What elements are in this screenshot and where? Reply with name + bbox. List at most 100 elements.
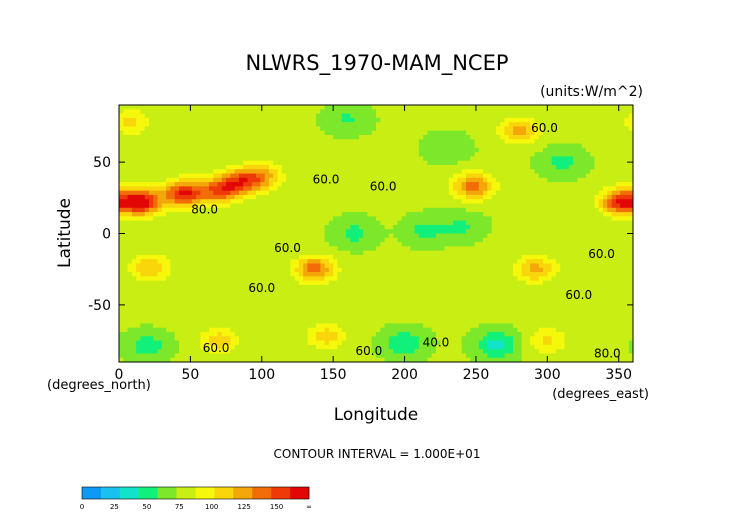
heatmap-cell xyxy=(178,203,184,209)
heatmap-cell xyxy=(144,164,150,170)
heatmap-cell xyxy=(136,164,142,170)
heatmap-cell xyxy=(410,246,416,252)
heatmap-cell xyxy=(148,276,154,282)
heatmap-cell xyxy=(363,250,369,256)
heatmap-cell xyxy=(410,156,416,162)
heatmap-cell xyxy=(470,276,476,282)
heatmap-cell xyxy=(294,169,300,175)
heatmap-cell xyxy=(333,109,339,115)
heatmap-cell xyxy=(178,254,184,260)
heatmap-cell xyxy=(513,143,518,149)
heatmap-cell xyxy=(388,212,394,217)
heatmap-cell xyxy=(521,220,527,226)
heatmap-cell xyxy=(628,147,633,153)
heatmap-cell xyxy=(131,143,137,149)
heatmap-cell xyxy=(127,122,133,128)
heatmap-cell xyxy=(457,117,463,123)
heatmap-cell xyxy=(465,143,471,149)
heatmap-cell xyxy=(358,237,364,243)
heatmap-cell xyxy=(247,109,253,115)
heatmap-cell xyxy=(508,250,514,256)
heatmap-cell xyxy=(547,267,553,273)
heatmap-cell xyxy=(174,267,180,273)
heatmap-cell xyxy=(298,254,304,260)
heatmap-cell xyxy=(367,280,373,286)
heatmap-cell xyxy=(140,126,146,132)
heatmap-cell xyxy=(346,276,351,282)
heatmap-cell xyxy=(508,160,514,166)
heatmap-cell xyxy=(530,276,536,282)
heatmap-cell xyxy=(538,109,544,115)
heatmap-cell xyxy=(560,207,566,213)
heatmap-cell xyxy=(247,203,253,209)
heatmap-cell xyxy=(221,190,227,196)
heatmap-cell xyxy=(414,122,420,128)
heatmap-cell xyxy=(380,194,386,200)
heatmap-cell xyxy=(525,242,531,247)
heatmap-cell xyxy=(551,233,557,239)
heatmap-cell xyxy=(461,147,467,153)
heatmap-cell xyxy=(346,122,351,128)
heatmap-cell xyxy=(435,229,441,235)
heatmap-cell xyxy=(577,263,583,269)
heatmap-cell xyxy=(238,109,244,115)
heatmap-cell xyxy=(127,242,133,247)
heatmap-cell xyxy=(178,160,184,166)
heatmap-cell xyxy=(573,182,578,187)
heatmap-cell xyxy=(320,229,326,235)
heatmap-cell xyxy=(457,156,463,162)
heatmap-cell xyxy=(213,212,219,217)
heatmap-cell xyxy=(196,105,201,110)
heatmap-cell xyxy=(328,199,334,205)
heatmap-cell xyxy=(538,203,544,209)
heatmap-cell xyxy=(170,199,176,205)
heatmap-cell xyxy=(513,113,518,119)
heatmap-cell xyxy=(191,237,197,243)
heatmap-cell xyxy=(328,220,334,226)
heatmap-cell xyxy=(461,134,467,140)
heatmap-cell xyxy=(564,143,570,149)
heatmap-cell xyxy=(350,229,356,235)
heatmap-cell xyxy=(555,250,561,256)
heatmap-cell xyxy=(350,259,356,265)
heatmap-cell xyxy=(620,263,626,269)
heatmap-cell xyxy=(414,199,420,205)
heatmap-cell xyxy=(427,139,433,145)
heatmap-cell xyxy=(427,216,433,222)
heatmap-cell xyxy=(256,152,261,157)
heatmap-cell xyxy=(624,199,630,205)
heatmap-cell xyxy=(603,233,608,239)
heatmap-cell xyxy=(568,242,574,247)
heatmap-cell xyxy=(487,177,493,183)
heatmap-cell xyxy=(170,182,176,187)
heatmap-cell xyxy=(127,147,133,153)
heatmap-cell xyxy=(594,105,600,110)
heatmap-cell xyxy=(294,147,300,153)
heatmap-cell xyxy=(256,169,261,175)
heatmap-cell xyxy=(341,182,347,187)
heatmap-cell xyxy=(376,276,381,282)
heatmap-cell xyxy=(508,224,514,230)
heatmap-cell xyxy=(217,169,223,175)
heatmap-cell xyxy=(521,250,527,256)
heatmap-cell xyxy=(131,246,137,252)
heatmap-cell xyxy=(603,272,608,277)
heatmap-cell xyxy=(230,177,236,183)
heatmap-cell xyxy=(200,242,206,247)
heatmap-cell xyxy=(161,113,167,119)
heatmap-cell xyxy=(290,272,296,277)
heatmap-cell xyxy=(123,212,129,217)
heatmap-cell xyxy=(123,139,129,145)
heatmap-cell xyxy=(448,130,454,136)
heatmap-cell xyxy=(474,199,480,205)
heatmap-cell xyxy=(568,259,574,265)
heatmap-cell xyxy=(388,259,394,265)
heatmap-cell xyxy=(453,246,458,252)
heatmap-cell xyxy=(217,160,223,166)
heatmap-cell xyxy=(256,280,261,286)
heatmap-cell xyxy=(491,190,497,196)
heatmap-cell xyxy=(243,160,249,166)
heatmap-cell xyxy=(581,259,587,265)
heatmap-cell xyxy=(431,186,437,192)
heatmap-cell xyxy=(405,267,411,273)
